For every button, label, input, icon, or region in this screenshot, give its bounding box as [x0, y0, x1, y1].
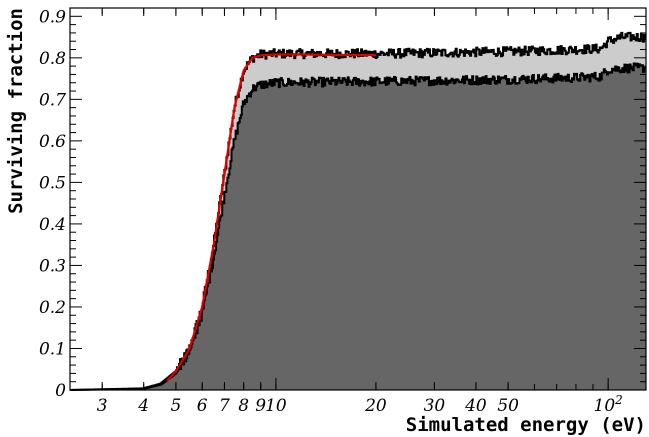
x-axis-ticks: 3 4 5 6 7 8 910 20 30 40 50 102 [97, 8, 623, 416]
x-tick-label: 102 [594, 393, 623, 416]
y-tick-label: 0 [55, 381, 66, 401]
x-tick-label: 30 [424, 396, 446, 416]
x-tick-label: 4 [137, 396, 149, 416]
y-tick-label: 0.6 [39, 132, 66, 152]
y-axis-title: Surviving fraction [5, 8, 27, 214]
histogram-outlines [70, 31, 646, 391]
x-axis-title: Simulated energy (eV) [406, 414, 646, 436]
x-tick-label: 50 [497, 396, 519, 416]
x-tick-label: 10 [265, 396, 287, 416]
x-tick-label: 6 [197, 396, 208, 416]
fit-curve-line [166, 53, 376, 382]
x-tick-label: 5 [170, 396, 181, 416]
x-tick-label: 9 [255, 396, 266, 416]
y-tick-label: 0.4 [39, 215, 66, 235]
inner-histogram-fill [70, 63, 646, 391]
y-tick-label: 0.8 [39, 49, 66, 69]
x-tick-label: 7 [219, 396, 230, 416]
x-tick-label: 20 [364, 396, 387, 416]
fit-curve [166, 53, 376, 382]
y-axis-ticks: 0 0.1 0.2 0.3 0.4 0.5 0.6 0.7 0.8 0.9 [39, 7, 646, 401]
x-tick-label: 3 [97, 396, 108, 416]
y-tick-label: 0.1 [39, 339, 66, 359]
histogram-fills [70, 32, 646, 391]
inner-histogram-outline [70, 62, 646, 391]
x-tick-label: 40 [464, 396, 487, 416]
y-tick-label: 0.2 [39, 298, 66, 318]
y-tick-label: 0.7 [39, 90, 66, 110]
y-tick-label: 0.3 [39, 256, 66, 276]
x-tick-label: 8 [238, 396, 249, 416]
y-tick-label: 0.5 [39, 173, 66, 193]
y-tick-label: 0.9 [39, 7, 66, 27]
